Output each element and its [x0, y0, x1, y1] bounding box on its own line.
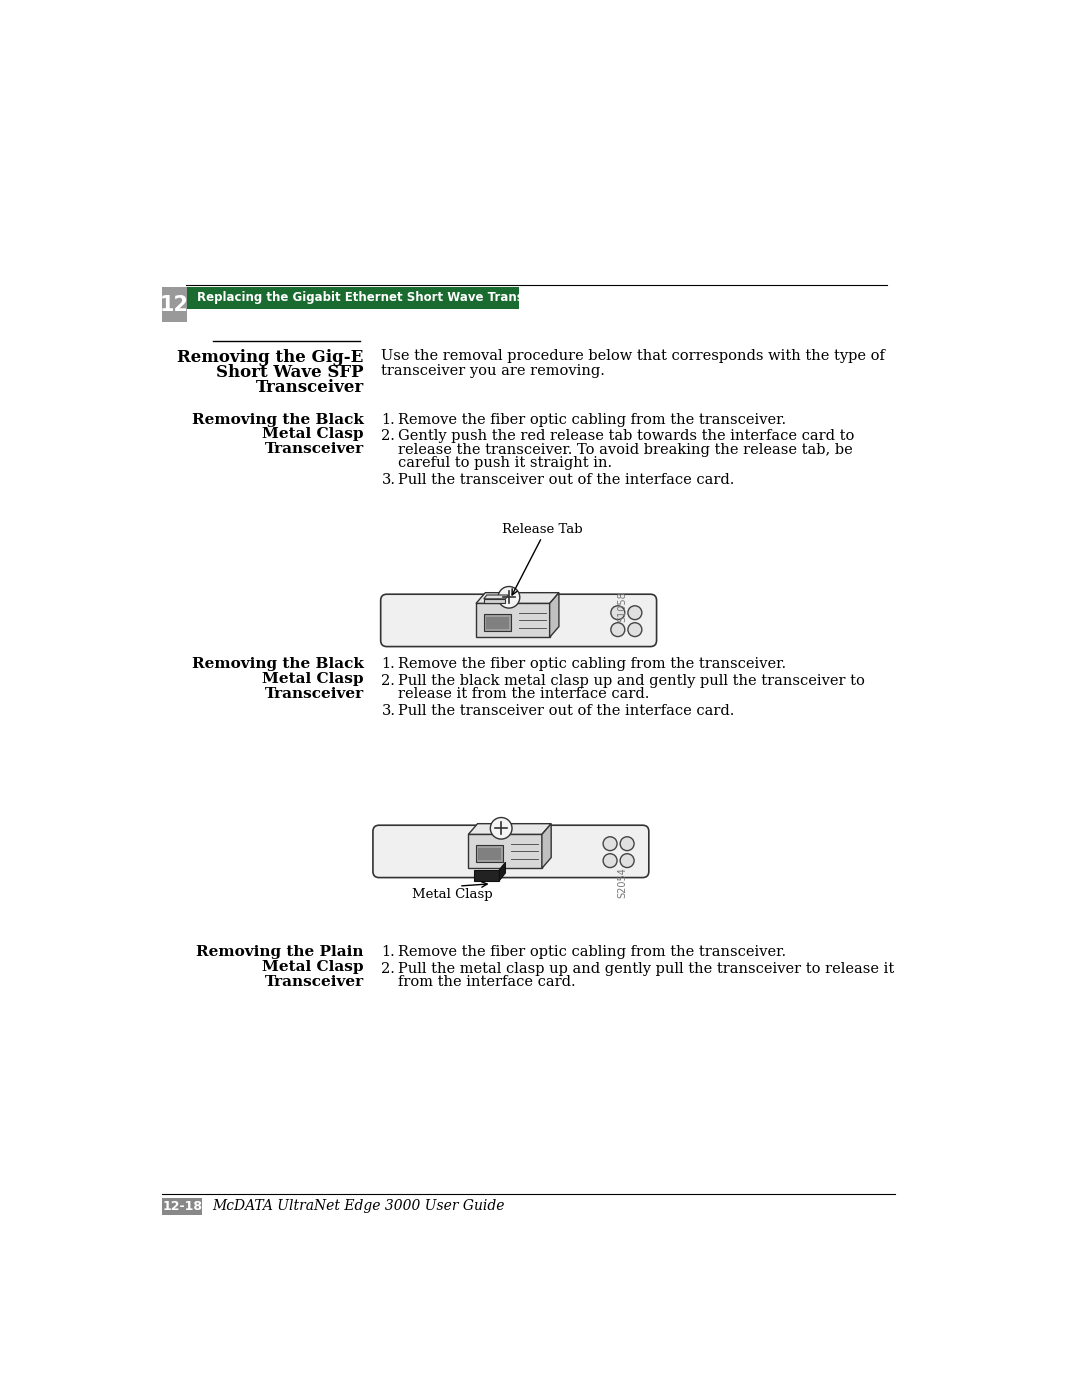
Bar [162, 286, 187, 323]
Text: 12-18: 12-18 [162, 1200, 202, 1213]
Polygon shape [469, 824, 551, 834]
Bar [162, 1197, 202, 1215]
Text: from the interface card.: from the interface card. [399, 975, 576, 989]
Text: 2.: 2. [381, 429, 395, 443]
Text: Remove the fiber optic cabling from the transceiver.: Remove the fiber optic cabling from the … [399, 658, 786, 672]
Text: Transceiver: Transceiver [255, 379, 364, 395]
Bar [474, 870, 499, 880]
Text: Transceiver: Transceiver [265, 686, 364, 701]
Polygon shape [476, 604, 550, 637]
Text: 1.: 1. [381, 946, 395, 960]
Text: Removing the Plain: Removing the Plain [197, 946, 364, 960]
Text: Pull the transceiver out of the interface card.: Pull the transceiver out of the interfac… [399, 472, 734, 486]
Circle shape [498, 587, 519, 608]
Text: Metal Clasp: Metal Clasp [262, 672, 364, 686]
Circle shape [603, 854, 617, 868]
Text: Metal Clasp: Metal Clasp [262, 427, 364, 441]
Text: Pull the black metal clasp up and gently pull the transceiver to: Pull the black metal clasp up and gently… [399, 675, 865, 689]
Circle shape [620, 837, 634, 851]
Text: Replacing the Gigabit Ethernet Short Wave Transceiver: Replacing the Gigabit Ethernet Short Wav… [197, 291, 564, 305]
FancyBboxPatch shape [373, 826, 649, 877]
Polygon shape [550, 592, 559, 637]
Text: 12: 12 [160, 295, 189, 314]
Text: Removing the Black: Removing the Black [192, 658, 364, 672]
Text: 2.: 2. [381, 675, 395, 689]
Text: Release Tab: Release Tab [501, 522, 582, 535]
Circle shape [490, 817, 512, 840]
Text: 2.: 2. [381, 963, 395, 977]
Text: careful to push it straight in.: careful to push it straight in. [399, 455, 612, 469]
Bar [484, 599, 505, 604]
Text: Short Wave SFP: Short Wave SFP [216, 365, 364, 381]
Bar [486, 616, 509, 629]
Text: Pull the transceiver out of the interface card.: Pull the transceiver out of the interfac… [399, 704, 734, 718]
Text: McDATA UltraNet Edge 3000 User Guide: McDATA UltraNet Edge 3000 User Guide [213, 1200, 505, 1214]
Polygon shape [484, 595, 509, 599]
Bar [476, 845, 503, 862]
Bar [478, 848, 501, 861]
Text: Use the removal procedure below that corresponds with the type of: Use the removal procedure below that cor… [381, 349, 886, 363]
Circle shape [611, 606, 625, 620]
Text: S1058: S1058 [618, 591, 627, 622]
Polygon shape [469, 834, 542, 869]
Text: release it from the interface card.: release it from the interface card. [399, 687, 650, 701]
Text: Metal Clasp: Metal Clasp [413, 887, 494, 901]
Circle shape [620, 854, 634, 868]
Text: 1.: 1. [381, 658, 395, 672]
Text: Transceiver: Transceiver [265, 441, 364, 455]
Text: Metal Clasp: Metal Clasp [262, 960, 364, 974]
Text: transceiver you are removing.: transceiver you are removing. [381, 365, 605, 379]
FancyBboxPatch shape [380, 594, 657, 647]
Text: 3.: 3. [381, 704, 395, 718]
Polygon shape [476, 592, 559, 604]
Text: Gently push the red release tab towards the interface card to: Gently push the red release tab towards … [399, 429, 855, 443]
Circle shape [603, 837, 617, 851]
Text: Removing the Gig-E: Removing the Gig-E [177, 349, 364, 366]
Bar [186, 286, 519, 309]
Text: 3.: 3. [381, 472, 395, 486]
Text: release the transceiver. To avoid breaking the release tab, be: release the transceiver. To avoid breaki… [399, 443, 853, 457]
Text: 1.: 1. [381, 412, 395, 426]
Text: Removing the Black: Removing the Black [192, 412, 364, 426]
Circle shape [627, 606, 642, 620]
Bar [484, 615, 511, 631]
Text: Remove the fiber optic cabling from the transceiver.: Remove the fiber optic cabling from the … [399, 412, 786, 426]
Text: S2054: S2054 [618, 866, 627, 898]
Text: Transceiver: Transceiver [265, 975, 364, 989]
Text: Remove the fiber optic cabling from the transceiver.: Remove the fiber optic cabling from the … [399, 946, 786, 960]
Text: Pull the metal clasp up and gently pull the transceiver to release it: Pull the metal clasp up and gently pull … [399, 963, 894, 977]
Polygon shape [542, 824, 551, 869]
Polygon shape [499, 862, 505, 880]
Circle shape [611, 623, 625, 637]
Circle shape [627, 623, 642, 637]
